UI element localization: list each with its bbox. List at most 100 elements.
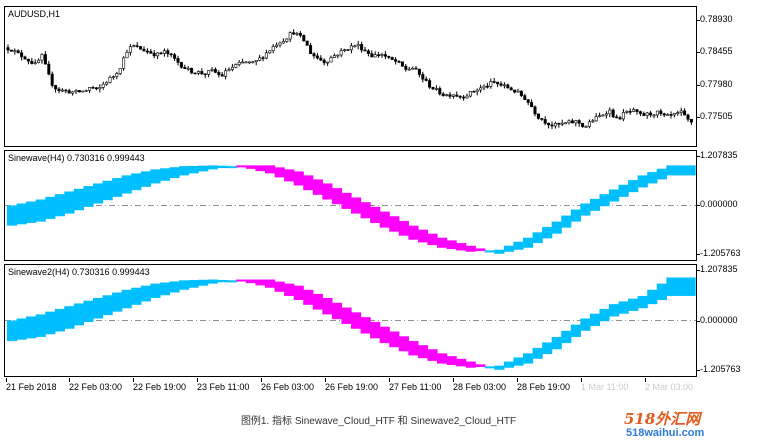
candle-body — [268, 50, 272, 54]
cloud-segment — [140, 285, 151, 302]
candle — [581, 122, 585, 128]
x-tick-label: 22 Feb 19:00 — [133, 378, 187, 392]
candle — [305, 40, 309, 46]
cloud-segment — [102, 180, 113, 201]
candle — [519, 90, 523, 97]
cloud-segment — [150, 283, 161, 298]
candle-body — [632, 109, 636, 112]
candle-body — [203, 73, 207, 76]
candle — [574, 119, 578, 127]
candle-body — [553, 122, 557, 127]
candle — [380, 52, 384, 58]
candle-body — [366, 50, 370, 54]
candle — [567, 119, 571, 125]
candle-body — [540, 118, 544, 120]
candle-body — [489, 81, 493, 87]
candle — [128, 44, 132, 56]
cloud-segment — [245, 165, 257, 169]
candle — [628, 108, 632, 115]
cloud-segment — [465, 361, 476, 368]
cloud-segment — [408, 341, 419, 356]
candle — [30, 57, 34, 65]
cloud-segment — [312, 179, 323, 195]
candle — [145, 48, 149, 55]
candle — [356, 41, 360, 50]
candle — [159, 51, 163, 55]
cloud-segment — [35, 314, 46, 337]
candle — [60, 88, 64, 93]
cloud-segment — [513, 241, 524, 250]
candle — [360, 41, 364, 53]
candle — [594, 113, 598, 122]
watermark-url: 518waihui.com — [626, 427, 705, 439]
sinewave2-indicator-pane[interactable]: Sinewave2(H4) 0.730316 0.999443 — [4, 264, 697, 377]
candle — [319, 55, 323, 62]
candle-body — [213, 69, 217, 73]
candle-body — [309, 45, 313, 55]
candle-body — [169, 53, 173, 56]
candle — [584, 125, 588, 128]
candle-body — [635, 109, 639, 112]
cloud-segment — [64, 306, 75, 329]
candle — [404, 63, 408, 72]
candle — [43, 51, 47, 65]
cloud-segment — [532, 232, 543, 244]
candle-body — [506, 84, 510, 89]
candle — [237, 60, 241, 67]
cloud-segment — [274, 281, 285, 292]
cloud-segment — [513, 357, 524, 366]
candle — [434, 85, 438, 91]
candle-body — [312, 53, 316, 57]
candle-body — [516, 90, 520, 93]
candle-body — [302, 35, 306, 42]
candle — [540, 118, 544, 121]
cloud-segment — [245, 279, 257, 284]
cloud-segment — [561, 215, 572, 228]
cloud-segment — [427, 233, 438, 246]
candle-body — [217, 72, 221, 75]
candle — [689, 118, 693, 126]
candle — [414, 66, 418, 70]
candle-body — [550, 124, 554, 127]
cloud-segment — [379, 326, 390, 344]
cloud-segment — [131, 287, 142, 305]
candle-body — [394, 59, 398, 62]
candle-body — [547, 122, 551, 126]
candle — [64, 88, 68, 94]
candle-body — [278, 42, 282, 46]
candle-body — [672, 112, 676, 116]
candle-body — [179, 62, 183, 68]
cloud-segment — [188, 165, 199, 174]
candle — [618, 115, 622, 120]
y-tick-label: 0.000000 — [696, 315, 738, 325]
cloud-segment — [16, 203, 27, 225]
cloud-segment — [255, 165, 266, 172]
candle-body — [230, 66, 234, 70]
candle-body — [26, 58, 30, 62]
candle — [353, 44, 357, 48]
candle — [40, 53, 44, 64]
sinewave-indicator-pane[interactable]: Sinewave(H4) 0.730316 0.999443 — [4, 150, 697, 261]
price-chart-pane[interactable]: AUDUSD,H1 — [4, 6, 697, 147]
candle-body — [23, 56, 27, 60]
cloud-segment — [675, 165, 687, 176]
candle — [37, 58, 41, 64]
candle — [132, 44, 136, 48]
candle — [108, 75, 112, 84]
cloud-segment — [121, 175, 132, 194]
cloud-segment — [580, 203, 591, 216]
cloud-segment — [341, 307, 352, 324]
cloud-segment — [427, 349, 438, 361]
candle — [496, 81, 500, 87]
candle — [363, 46, 367, 52]
cloud-segment — [417, 229, 429, 243]
candle-body — [574, 120, 578, 124]
candle — [679, 107, 683, 116]
candle — [475, 88, 479, 96]
cloud-segment — [484, 366, 495, 369]
candle-body — [339, 50, 343, 56]
cloud-segment — [379, 211, 390, 228]
candle-body — [132, 45, 136, 48]
candle-body — [615, 116, 619, 119]
candle-body — [628, 111, 632, 113]
